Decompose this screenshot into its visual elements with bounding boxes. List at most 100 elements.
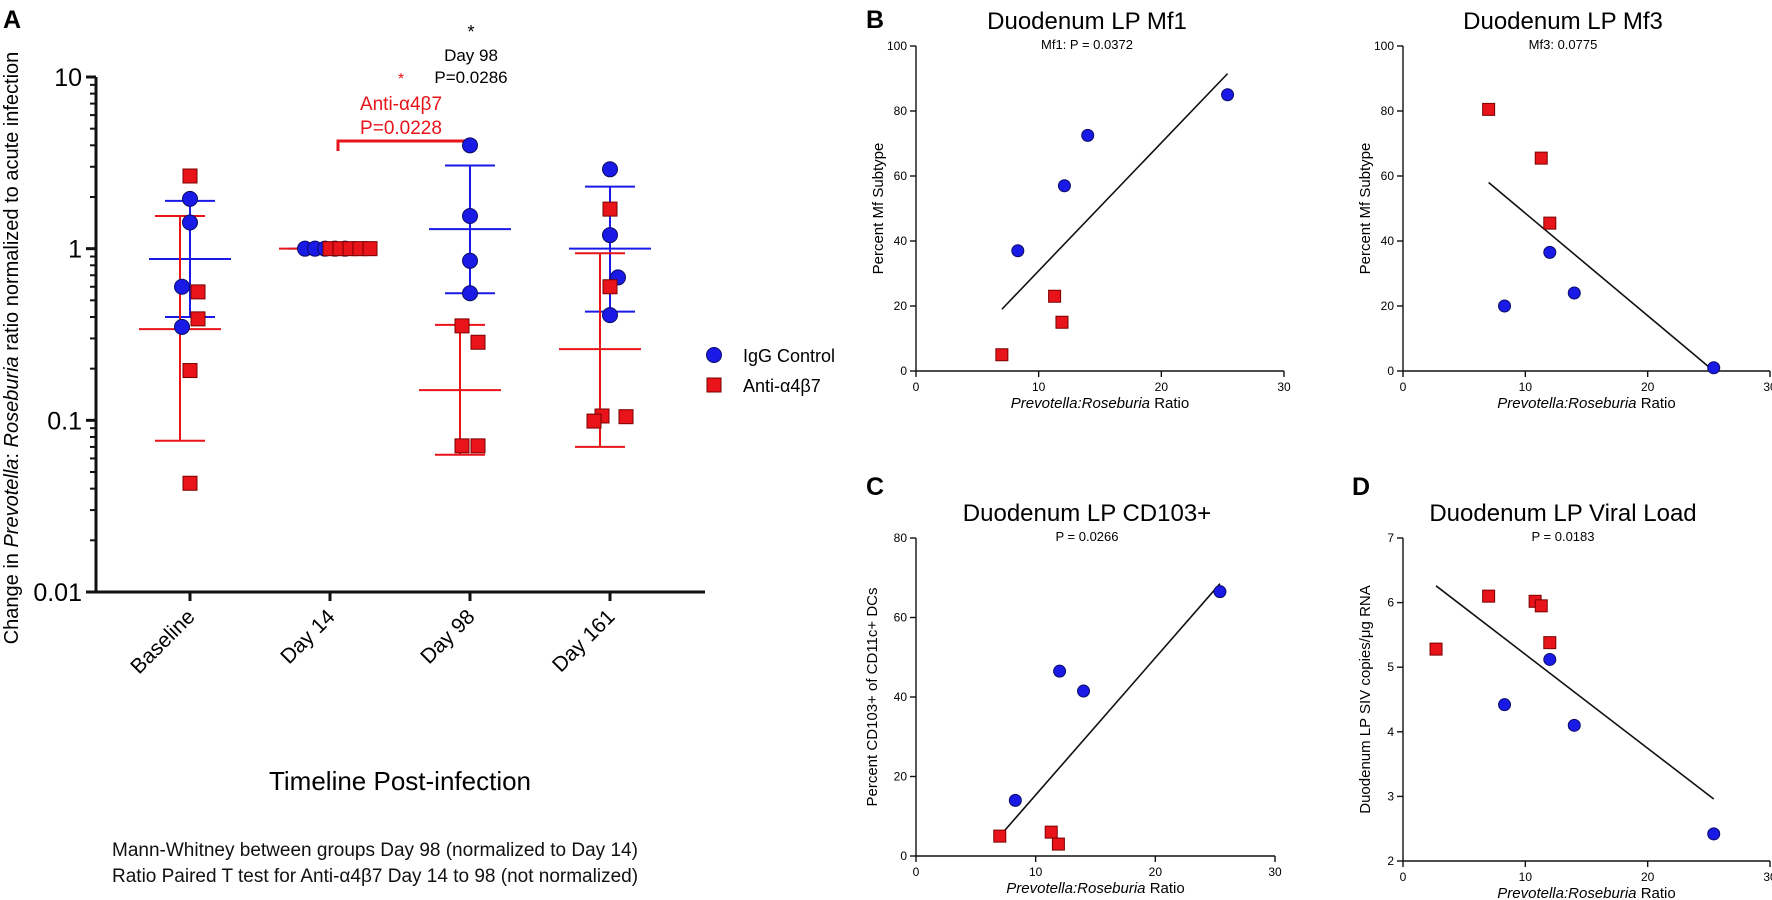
y-tick-label: 4 [1387,725,1394,739]
y-tick-label: 3 [1387,789,1394,803]
panel-a-legend: IgG Control Anti-α4β7 [706,346,835,396]
anti-point [182,363,198,379]
panel-title: Duodenum LP Mf3 [1463,8,1663,35]
x-tick-label: 10 [1029,865,1043,879]
panel-b2: Duodenum LP Mf3 Mf3: 0.0775 0 20 40 60 80 100 0 1… [1357,8,1772,412]
anti-point [1044,825,1058,839]
x-tick-label: 20 [1641,380,1655,394]
igg-point [174,318,190,335]
anti-point [182,475,198,491]
y-tick-label: 20 [894,299,908,313]
x-tick-label: 0 [913,380,920,394]
anti-point [1543,216,1557,230]
anti-point [1429,642,1443,656]
x-axis-label: Prevotella:Roseburia Ratio [1497,885,1675,900]
panel-letter: C [866,473,884,501]
panel-subtitle: Mf3: 0.0775 [1529,37,1598,52]
x-tick-label: 30 [1763,380,1772,394]
x-axis-label-rest: Ratio [1637,395,1676,412]
fit-line [1435,585,1715,800]
igg-point [1707,827,1721,841]
igg-point [1567,718,1581,732]
anti-point [362,241,378,257]
x-tick-label: 20 [1641,870,1655,884]
x-tick-label: 0 [913,865,920,879]
igg-point [174,278,190,295]
igg-point [1081,128,1095,142]
y-tick-label: 40 [894,690,908,704]
x-tick-label: Day 98 [416,605,479,668]
x-tick-label: 30 [1268,865,1282,879]
igg-point [602,227,618,244]
anti-point [454,318,470,334]
anti-point [602,201,618,217]
x-tick-label: 10 [1519,380,1533,394]
panel-a-xlabel: Timeline Post-infection [269,766,531,796]
anti-point [1482,102,1496,116]
igg-point [462,207,478,224]
igg-point [1011,244,1025,258]
y-tick-label: 80 [894,531,908,545]
x-tick-label: 10 [1032,380,1046,394]
anti-point [1482,589,1496,603]
igg-point [182,190,198,207]
y-tick-label: 0 [900,364,907,378]
y-tick-label: 6 [1387,596,1394,610]
panel-subtitle: P = 0.0266 [1055,529,1118,544]
anti-point [1048,289,1062,303]
igg-point [1543,652,1557,666]
x-axis-label: Prevotella:Roseburia Ratio [1006,880,1184,897]
panel-c: C Duodenum LP CD103+ P = 0.0266 0 20 40 60 80 0 1… [864,473,1282,897]
y-tick-label: 100 [1374,39,1394,53]
y-tick-label: 0.1 [47,407,82,435]
anti-point [618,409,634,425]
red-annotation-line2: P=0.0228 [360,118,442,139]
black-annotation-line2: P=0.0286 [434,68,507,87]
anti-point [190,311,206,327]
anti-point [454,438,470,454]
y-axis-label: Percent Mf Subtype [870,143,887,275]
fit-line [1001,73,1229,310]
x-axis-label-rest: Ratio [1150,395,1189,412]
igg-point [1543,245,1557,259]
igg-point [1221,88,1235,102]
igg-point [1498,698,1512,712]
anti-point [586,413,602,429]
igg-point [1567,286,1581,300]
anti-point [1534,151,1548,165]
x-axis-label-rest: Ratio [1637,885,1676,900]
y-tick-label: 100 [887,39,907,53]
igg-point [602,307,618,324]
x-tick-label: 10 [1519,870,1533,884]
y-tick-label: 2 [1387,854,1394,868]
x-axis-label: Prevotella:Roseburia Ratio [1497,395,1675,412]
x-axis-label: Prevotella:Roseburia Ratio [1011,395,1189,412]
y-tick-label: 60 [1381,169,1395,183]
y-axis-label: Duodenum LP SIV copies/μg RNA [1357,585,1374,814]
anti-point [1543,636,1557,650]
x-axis-label-italic: Prevotella:Roseburia [1011,395,1150,412]
x-axis-label-rest: Ratio [1146,880,1185,897]
y-tick-label: 5 [1387,660,1394,674]
anti-point [470,334,486,350]
y-tick-label: 20 [894,770,908,784]
panel-a-letter: A [3,6,21,34]
panel-a-plot: 0.01 0.1 1 10 Baseline Day 14 Day 98 Day 161 [33,64,705,679]
igg-point [1498,299,1512,313]
x-tick-label: Day 14 [276,605,340,669]
panel-title: Duodenum LP Mf1 [987,8,1187,35]
x-tick-label: 20 [1149,865,1163,879]
igg-point [1707,361,1721,375]
y-tick-label: 0.01 [33,579,82,607]
x-tick-label: Day 161 [548,605,620,677]
y-tick-label: 10 [54,64,82,92]
anti-point [1051,837,1065,851]
anti-point [470,438,486,454]
y-tick-label: 0 [1387,364,1394,378]
black-annotation-line1: Day 98 [444,46,498,65]
y-tick-label: 40 [894,234,908,248]
red-annotation-line1: Anti-α4β7 [360,94,442,115]
legend-anti-label: Anti-α4β7 [743,376,821,396]
red-significance-bracket [336,139,472,151]
y-axis-label: Percent Mf Subtype [1357,143,1374,275]
